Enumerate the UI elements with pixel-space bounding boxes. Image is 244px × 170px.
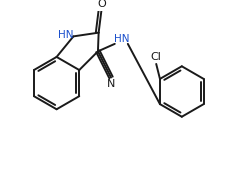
Text: Cl: Cl <box>151 52 162 62</box>
Text: HN: HN <box>113 34 129 44</box>
Text: O: O <box>97 0 106 9</box>
Text: N: N <box>107 79 115 89</box>
Text: HN: HN <box>58 30 74 39</box>
